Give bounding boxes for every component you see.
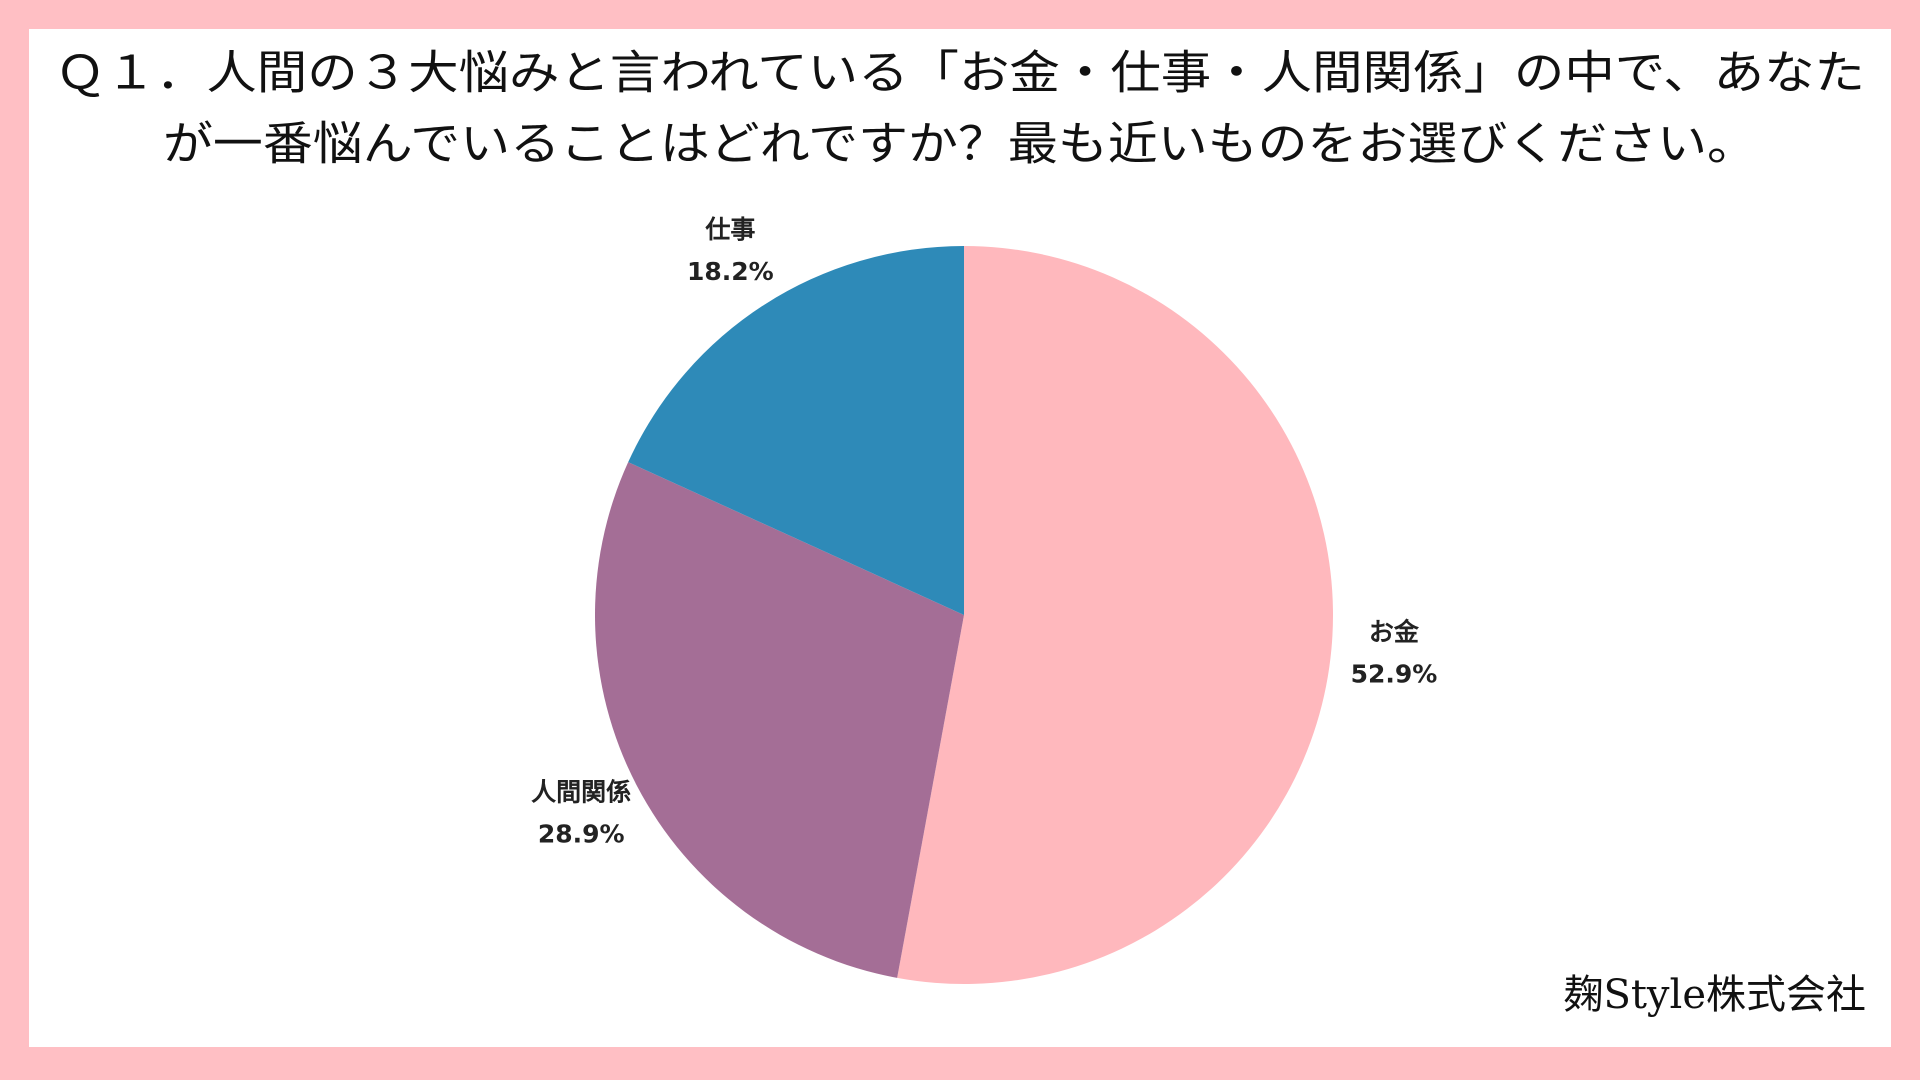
slice-label: お金: [1369, 617, 1420, 646]
slice-label: 仕事: [704, 215, 755, 244]
slice-label: 人間関係: [531, 778, 631, 807]
source: 麹Style株式会社: [1563, 972, 1866, 1018]
chart-title: が一番悩んでいることはどれですか？最も近いものをお選びください。: [163, 117, 1757, 171]
value-label: 28.9%: [538, 820, 625, 849]
value-label: 52.9%: [1351, 659, 1438, 688]
pie-slice: [594, 462, 964, 978]
pie-slice: [897, 246, 1334, 984]
value-label: 18.2%: [687, 257, 774, 286]
chart-title: Ｑ１．人間の３大悩みと言われている「お金・仕事・人間関係」の中で、あなた: [55, 46, 1865, 100]
pie-slice: [628, 246, 964, 615]
